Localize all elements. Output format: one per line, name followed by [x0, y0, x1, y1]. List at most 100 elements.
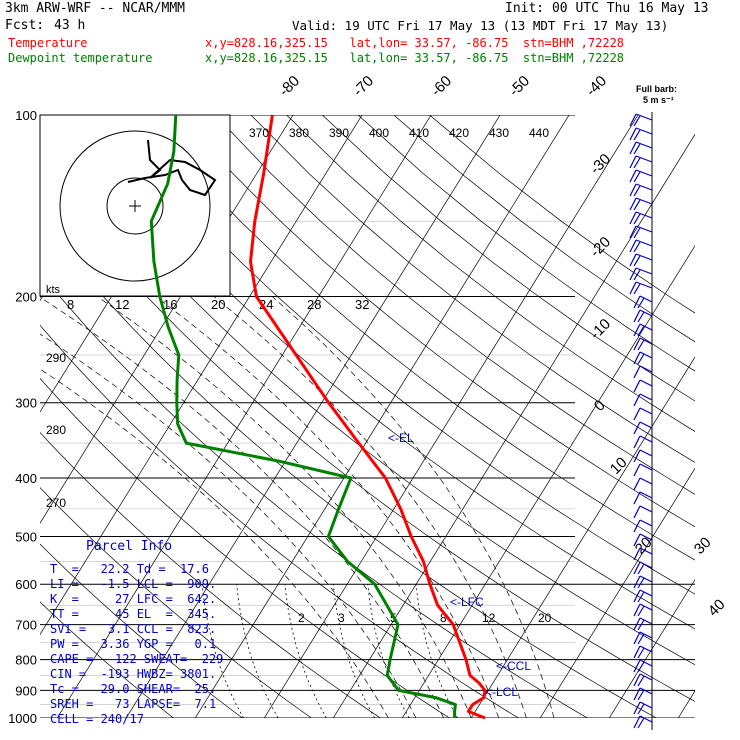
- wind-barb: [629, 127, 653, 141]
- theta-label: 280: [46, 423, 66, 437]
- parcel-row: PW = 3.36 YGP = 0.1: [50, 637, 217, 651]
- pressure-label: 400: [15, 471, 37, 486]
- wind-barb: [629, 197, 653, 211]
- dry-adiabat-line: [250, 115, 695, 463]
- wind-barb: [633, 491, 653, 505]
- isotherm-label: 30: [691, 534, 715, 558]
- mixing-ratio-line: [236, 584, 279, 718]
- mixing-ratio-line: [367, 584, 410, 718]
- wind-barb: [633, 575, 653, 589]
- isotherm-line: [56, 115, 432, 718]
- pressure-label: 700: [15, 618, 37, 633]
- isotherm-label: -20: [587, 233, 614, 260]
- speed-label: 32: [355, 297, 369, 312]
- mixing-ratio-line: [332, 584, 375, 718]
- moist-adiabat-line: [40, 296, 444, 718]
- wind-barb: [629, 239, 653, 253]
- dry-adiabat-line: [40, 220, 657, 718]
- level-marker-label: <-LCL: [485, 685, 518, 699]
- isotherm-line: [401, 245, 695, 718]
- theta-label: 290: [46, 351, 66, 365]
- speed-label: 12: [115, 297, 129, 312]
- moist-adiabat-line: [40, 333, 417, 718]
- wind-barb: [633, 379, 653, 393]
- hodograph-unit-label: kts: [46, 284, 61, 296]
- theta-label: 430: [489, 126, 509, 140]
- parcel-title: Parcel Info: [86, 539, 173, 554]
- dry-adiabat-line: [40, 118, 695, 666]
- moist-adiabat-line: [97, 296, 472, 718]
- pressure-label: 300: [15, 396, 37, 411]
- dry-adiabat-line: [72, 115, 695, 630]
- speed-label: 28: [307, 297, 321, 312]
- wind-barb: [633, 561, 653, 575]
- dewpoint-location: x,y=828.16,325.15 lat,lon= 33.57, -86.75…: [205, 51, 625, 65]
- isotherm-label: -50: [506, 72, 533, 99]
- wind-barb: [633, 617, 653, 631]
- parcel-row: LI = -1.5 LCL = 909.: [50, 577, 217, 591]
- hodograph-ring-outer: [59, 130, 211, 282]
- pressure-label: 1000: [8, 711, 37, 726]
- wind-barb: [629, 155, 653, 169]
- pressure-label: 600: [15, 577, 37, 592]
- mixing-ratio-label: 20: [538, 611, 552, 625]
- mixing-ratio-label: 12: [482, 611, 496, 625]
- isotherm-line: [40, 115, 363, 636]
- wind-barb: [633, 407, 653, 421]
- isotherm-label: -10: [587, 315, 614, 342]
- wind-barb: [633, 645, 653, 659]
- wind-barb: [633, 421, 653, 435]
- wind-barb: [629, 225, 653, 239]
- wind-barb: [633, 477, 653, 491]
- theta-label: 420: [449, 126, 469, 140]
- parcel-row: CELL = 240/17: [50, 712, 144, 726]
- moist-adiabat-line: [40, 368, 389, 718]
- wind-barb: [633, 547, 653, 561]
- pressure-label: 800: [15, 653, 37, 668]
- isotherm-label: -30: [587, 150, 614, 177]
- parcel-info-panel: Parcel Info T = 22.2 Td = 17.6 LI = -1.5…: [40, 537, 230, 727]
- pressure-label: 100: [15, 108, 37, 123]
- wind-barb: [629, 281, 653, 295]
- isotherm-label: -40: [583, 72, 610, 99]
- data-series: [149, 114, 487, 720]
- wind-barb: [633, 337, 653, 351]
- mixing-ratio-label: 3: [338, 611, 345, 625]
- mixing-ratio-label: 8: [440, 611, 447, 625]
- mixing-ratio-line: [415, 584, 458, 718]
- wind-barb: [633, 589, 653, 603]
- wind-barb: [633, 715, 653, 729]
- wind-barb: [629, 211, 653, 225]
- parcel-row: T = 22.2 Td = 17.6: [50, 562, 209, 576]
- parcel-row: TT = 45 EL = 345.: [50, 607, 217, 621]
- wind-barb: [629, 253, 653, 267]
- forecast-label: Fcst:: [5, 18, 45, 33]
- wind-barb: [633, 309, 653, 323]
- wind-barb: [629, 183, 653, 197]
- parcel-row: SVI = 3.1 CCL = 823.: [50, 622, 217, 636]
- isotherm-label: 40: [705, 596, 729, 620]
- theta-label: 380: [289, 126, 309, 140]
- wind-barb: [633, 463, 653, 477]
- parcel-row: CAPE = 122 SWEAT= 229: [50, 652, 224, 666]
- wind-barb: [633, 687, 653, 701]
- wind-barb: [633, 323, 653, 337]
- dry-adiabat-line: [179, 115, 695, 528]
- isotherm-label: -60: [428, 72, 455, 99]
- wind-barb: [629, 113, 653, 127]
- wind-barb: [633, 533, 653, 547]
- dry-adiabat-line: [40, 377, 450, 718]
- temperature-location: x,y=828.16,325.15 lat,lon= 33.57, -86.75…: [205, 36, 625, 50]
- parcel-row: Tc = 29.0 SHEAR= 25.: [50, 682, 217, 696]
- pressure-label: 900: [15, 683, 37, 698]
- dry-adiabat-line: [40, 324, 519, 718]
- wind-barb: [633, 393, 653, 407]
- moist-adiabat-line: [213, 296, 527, 718]
- level-marker-label: <-CCL: [496, 659, 531, 673]
- isotherm-line: [263, 115, 639, 718]
- isotherm-line: [677, 690, 695, 718]
- wind-barb: [633, 351, 653, 365]
- wind-barb: [633, 295, 653, 309]
- speed-label: 20: [211, 297, 225, 312]
